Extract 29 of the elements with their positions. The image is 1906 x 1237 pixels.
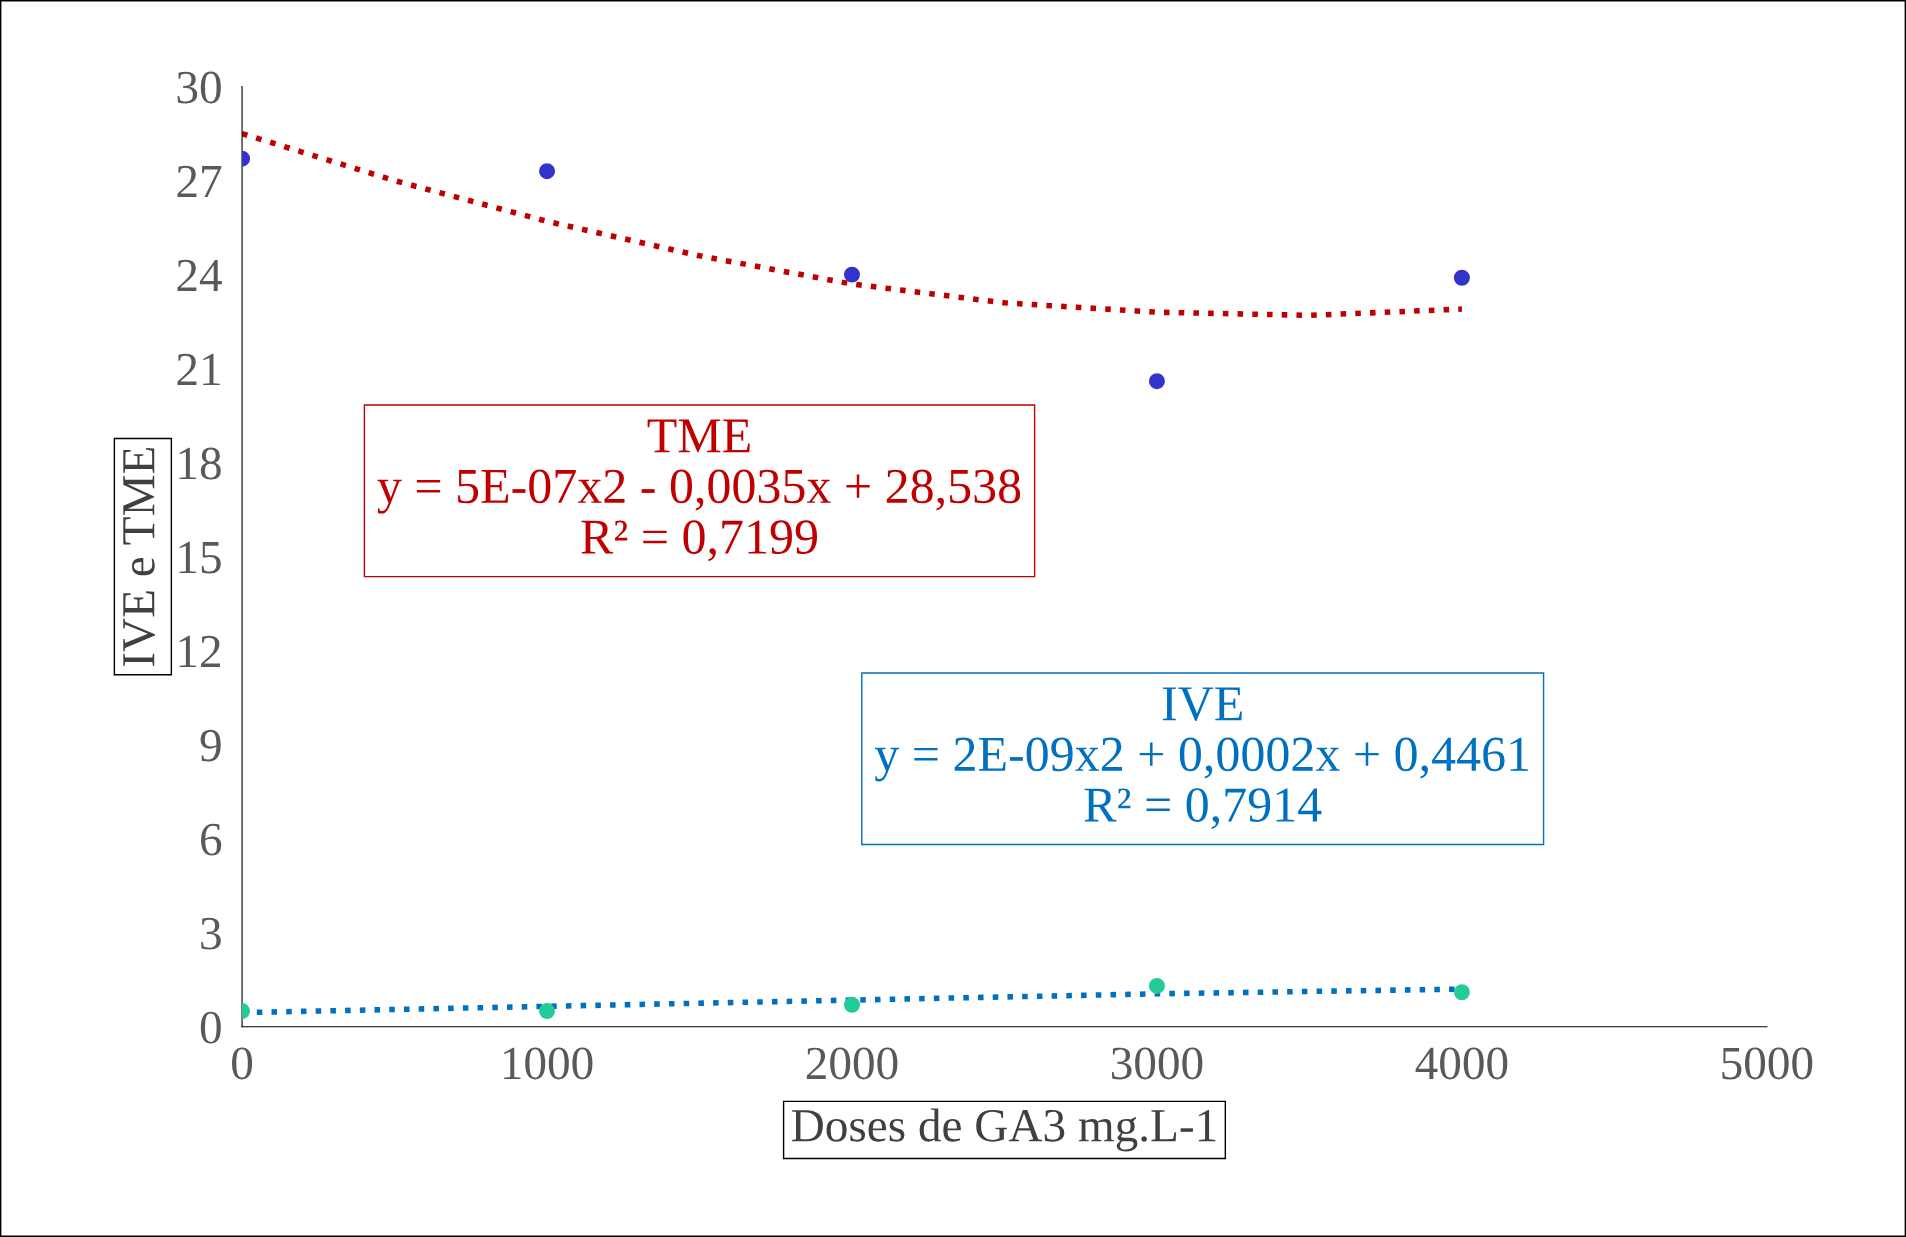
- y-tick-label: 9: [200, 729, 221, 762]
- y-axis-title: IVE e TME: [123, 447, 155, 666]
- point: [844, 996, 860, 1013]
- y-tick-label: 6: [201, 823, 222, 856]
- point: [1148, 373, 1165, 390]
- point: [1148, 977, 1165, 994]
- annotation: TME y = 5E-07x2 - 0,0035x + 28,538 R² = 0,7199: [377, 419, 1021, 562]
- x-tick-label: 4000: [1415, 1047, 1508, 1080]
- y-tick-label: 3: [201, 917, 221, 950]
- point: [844, 266, 860, 283]
- y-tick-label: 21: [177, 353, 220, 386]
- y-tick-label: 12: [179, 635, 221, 668]
- annotation: IVE y = 2E-09x2 + 0,0002x + 0,4461 R² = 0,7914: [874, 687, 1529, 830]
- y-tick-label: 24: [177, 259, 222, 291]
- y-tick-label: 15: [179, 541, 221, 574]
- y-tick-label: 0: [200, 1011, 221, 1044]
- y-tick-label: 30: [177, 71, 221, 104]
- point: [539, 163, 556, 180]
- y-tick-label: 27: [177, 165, 222, 197]
- x-tick-label: 1000: [503, 1047, 593, 1080]
- x-tick-label: 5000: [1722, 1047, 1813, 1080]
- x-axis-title: Doses de GA3 mg.L-1: [792, 1108, 1216, 1152]
- point: [1453, 984, 1470, 1001]
- point: [1453, 269, 1470, 286]
- x-tick-label: 0: [232, 1047, 253, 1080]
- point: [539, 1003, 556, 1020]
- x-tick-label: 3000: [1111, 1047, 1203, 1080]
- y-tick-label: 18: [179, 447, 221, 480]
- x-tick-label: 2000: [806, 1047, 898, 1080]
